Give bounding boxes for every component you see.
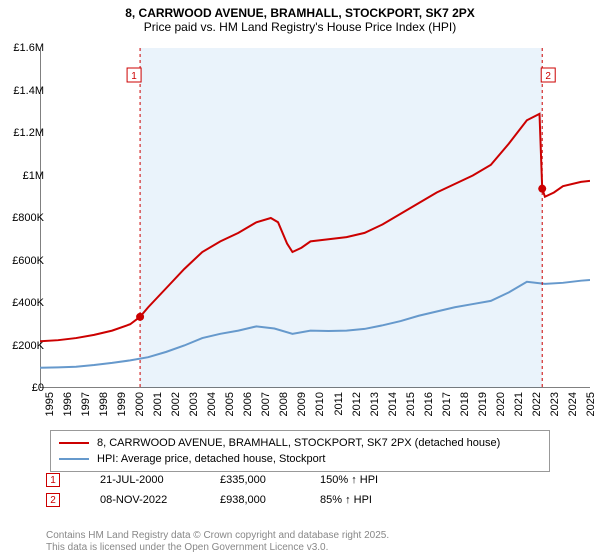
chart-container: 8, CARRWOOD AVENUE, BRAMHALL, STOCKPORT,… [0, 0, 600, 560]
chart-title: 8, CARRWOOD AVENUE, BRAMHALL, STOCKPORT,… [0, 0, 600, 36]
sale-marker-pct: 85% ↑ HPI [320, 494, 440, 506]
legend-item-hpi: HPI: Average price, detached house, Stoc… [59, 451, 541, 467]
sale-marker-price: £335,000 [220, 474, 320, 486]
sale-marker-table: 1 21-JUL-2000£335,000150% ↑ HPI 2 08-NOV-20… [46, 470, 440, 510]
footer-attribution: Contains HM Land Registry data © Crown c… [46, 530, 389, 554]
x-axis-tick-label: 1998 [98, 392, 110, 416]
x-axis-tick-label: 2011 [333, 392, 345, 416]
y-axis-tick-label: £1.4M [4, 85, 44, 97]
title-address: 8, CARRWOOD AVENUE, BRAMHALL, STOCKPORT,… [10, 6, 590, 20]
y-axis-tick-label: £400K [4, 297, 44, 309]
sale-marker-row: 1 21-JUL-2000£335,000150% ↑ HPI [46, 470, 440, 490]
y-axis-tick-label: £1M [4, 170, 44, 182]
x-axis-tick-label: 2015 [405, 392, 417, 416]
y-axis-tick-label: £200K [4, 340, 44, 352]
sale-marker-date: 21-JUL-2000 [100, 474, 220, 486]
x-axis-tick-label: 2006 [242, 392, 254, 416]
legend-label-property: 8, CARRWOOD AVENUE, BRAMHALL, STOCKPORT,… [97, 437, 500, 449]
chart-svg: 12 [40, 48, 590, 388]
sale-marker-pct: 150% ↑ HPI [320, 474, 440, 486]
x-axis-tick-label: 2012 [351, 392, 363, 416]
x-axis-tick-label: 2003 [188, 392, 200, 416]
sale-marker-date: 08-NOV-2022 [100, 494, 220, 506]
footer-line1: Contains HM Land Registry data © Crown c… [46, 530, 389, 542]
x-axis-tick-label: 2024 [567, 392, 579, 416]
x-axis-tick-label: 2023 [549, 392, 561, 416]
x-axis-tick-label: 2001 [152, 392, 164, 416]
x-axis-tick-label: 2000 [134, 392, 146, 416]
sale-marker-price: £938,000 [220, 494, 320, 506]
y-axis-tick-label: £600K [4, 255, 44, 267]
y-axis-tick-label: £800K [4, 212, 44, 224]
x-axis-tick-label: 2005 [224, 392, 236, 416]
x-axis-tick-label: 2008 [278, 392, 290, 416]
x-axis-tick-label: 2021 [513, 392, 525, 416]
x-axis-tick-label: 2004 [206, 392, 218, 416]
x-axis-tick-label: 2025 [585, 392, 597, 416]
x-axis-tick-label: 2022 [531, 392, 543, 416]
sale-marker-badge: 2 [46, 493, 60, 507]
sale-marker-badge: 1 [46, 473, 60, 487]
legend-label-hpi: HPI: Average price, detached house, Stoc… [97, 453, 326, 465]
title-subtitle: Price paid vs. HM Land Registry's House … [10, 20, 590, 34]
sale-marker-row: 2 08-NOV-2022£938,00085% ↑ HPI [46, 490, 440, 510]
svg-text:1: 1 [131, 71, 137, 82]
x-axis-tick-label: 2010 [314, 392, 326, 416]
x-axis-tick-label: 1997 [80, 392, 92, 416]
x-axis-tick-label: 2009 [296, 392, 308, 416]
x-axis-tick-label: 2020 [495, 392, 507, 416]
x-axis-tick-label: 2002 [170, 392, 182, 416]
x-axis-tick-label: 2007 [260, 392, 272, 416]
footer-line2: This data is licensed under the Open Gov… [46, 542, 389, 554]
x-axis-tick-label: 2018 [459, 392, 471, 416]
chart-plot-area: 12 [40, 48, 590, 388]
x-axis-tick-label: 1996 [62, 392, 74, 416]
x-axis-tick-label: 1995 [44, 392, 56, 416]
legend-swatch-hpi [59, 458, 89, 460]
x-axis-tick-label: 2017 [441, 392, 453, 416]
legend: 8, CARRWOOD AVENUE, BRAMHALL, STOCKPORT,… [50, 430, 550, 472]
y-axis-tick-label: £1.2M [4, 127, 44, 139]
y-axis-tick-label: £0 [4, 382, 44, 394]
legend-swatch-property [59, 442, 89, 444]
x-axis-tick-label: 2014 [387, 392, 399, 416]
x-axis-tick-label: 1999 [116, 392, 128, 416]
svg-text:2: 2 [545, 71, 551, 82]
x-axis-tick-label: 2016 [423, 392, 435, 416]
y-axis-tick-label: £1.6M [4, 42, 44, 54]
legend-item-property: 8, CARRWOOD AVENUE, BRAMHALL, STOCKPORT,… [59, 435, 541, 451]
x-axis-tick-label: 2013 [369, 392, 381, 416]
x-axis-tick-label: 2019 [477, 392, 489, 416]
